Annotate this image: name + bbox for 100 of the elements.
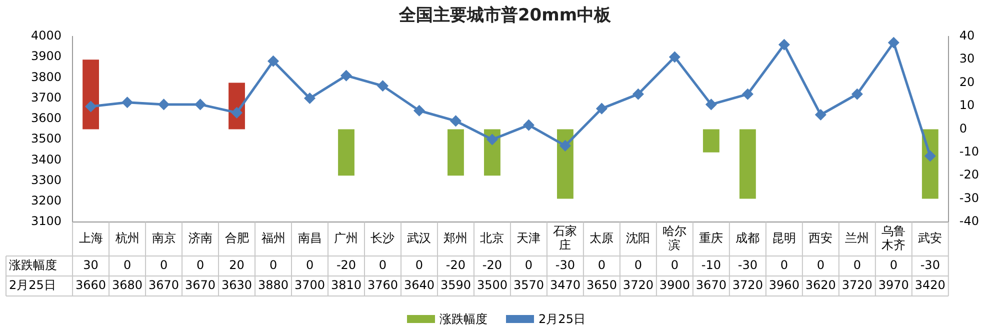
point <box>232 107 242 118</box>
x-tick-label: 杭州 <box>114 231 140 246</box>
y2-tick-label: 40 <box>959 28 975 43</box>
x-tick-label: 济南 <box>188 231 212 246</box>
bar <box>338 129 354 176</box>
data-label: 0 <box>780 258 788 272</box>
x-tick-label: 武安 <box>918 231 942 246</box>
point <box>158 99 170 110</box>
y-tick-label: 3200 <box>30 194 62 208</box>
data-label: -20 <box>446 258 466 272</box>
data-label: 3810 <box>330 278 362 292</box>
x-tick-label: 哈尔滨 <box>662 224 687 252</box>
x-tick-label: 武汉 <box>407 231 432 246</box>
y-tick-label: 3500 <box>30 132 62 146</box>
data-label: 3880 <box>258 278 289 292</box>
y2-tick-label: -10 <box>959 144 980 159</box>
point <box>632 88 644 100</box>
x-tick-label: 南京 <box>152 231 176 246</box>
data-label: 3720 <box>842 278 872 292</box>
data-label: 0 <box>306 258 314 272</box>
data-label: 20 <box>229 258 244 272</box>
data-label: 3700 <box>294 278 326 292</box>
data-label: -30 <box>555 258 576 272</box>
bar <box>448 129 464 176</box>
data-label: 3620 <box>805 278 836 292</box>
y-tick-label: 3900 <box>30 49 62 64</box>
legend-label: 涨跌幅度 <box>440 310 488 328</box>
data-label: -30 <box>738 258 758 272</box>
data-label: 3650 <box>586 278 617 292</box>
point <box>523 120 534 130</box>
data-label: 3420 <box>914 278 946 292</box>
x-tick-label: 福州 <box>261 231 286 246</box>
point <box>888 37 899 48</box>
data-label: 0 <box>415 258 424 272</box>
data-label: 0 <box>378 258 387 272</box>
x-tick-label: 合肥 <box>224 231 249 246</box>
data-label: -10 <box>701 258 721 272</box>
y2-tick-label: -20 <box>959 168 980 182</box>
point <box>560 140 570 151</box>
y-tick-label: 3300 <box>30 172 62 187</box>
data-label: 3960 <box>768 278 800 292</box>
data-label: 0 <box>890 258 898 272</box>
point <box>852 88 862 100</box>
bar <box>702 129 720 152</box>
x-tick-label: 广州 <box>334 231 358 246</box>
data-label: 0 <box>670 258 679 272</box>
x-tick-label: 兰州 <box>845 231 870 246</box>
x-tick-label: 重庆 <box>699 231 724 246</box>
bar <box>82 60 99 130</box>
data-label: 0 <box>160 258 168 272</box>
data-label: 0 <box>123 258 132 272</box>
text: 2月25日 <box>9 278 56 292</box>
data-label: 3670 <box>696 278 726 292</box>
point <box>122 97 133 108</box>
data-label: 3720 <box>732 278 763 292</box>
data-label: 3760 <box>367 278 398 292</box>
x-tick-label: 天津 <box>516 231 541 246</box>
y-tick-label: 3400 <box>30 152 62 166</box>
point <box>815 110 826 120</box>
point <box>596 103 607 114</box>
point <box>268 56 279 66</box>
data-label: -30 <box>920 258 940 272</box>
data-label: 0 <box>598 258 606 272</box>
x-tick-label: 沈阳 <box>626 231 650 246</box>
point <box>414 105 424 116</box>
y2-tick-label: -40 <box>959 214 980 228</box>
bar <box>739 129 756 199</box>
y2-tick-label: -30 <box>959 190 980 205</box>
data-label: 0 <box>634 258 642 272</box>
x-tick-label: 成都 <box>736 231 760 246</box>
text: 涨跌幅度 <box>9 258 57 272</box>
x-tick-label: 石家庄 <box>553 224 578 252</box>
data-label: 3680 <box>112 278 143 292</box>
data-label: 3670 <box>148 278 180 292</box>
point <box>340 70 352 81</box>
y2-tick-label: 0 <box>959 121 968 136</box>
chart-title: 全国主要城市普20mm中板 <box>398 4 612 26</box>
x-tick-label: 长沙 <box>370 231 395 246</box>
data-label: 3670 <box>184 278 216 292</box>
y-tick-label: 3800 <box>30 70 62 84</box>
point <box>924 150 936 162</box>
x-tick-label: 太原 <box>590 231 614 246</box>
data-label: 3470 <box>550 278 580 292</box>
data-label: 0 <box>269 258 278 272</box>
x-tick-label: 西安 <box>808 231 833 246</box>
point <box>486 134 498 145</box>
x-tick-label: 乌鲁木齐 <box>882 224 906 252</box>
point <box>195 99 206 110</box>
point <box>86 101 96 112</box>
data-label: 0 <box>853 258 861 272</box>
data-label: 0 <box>816 258 824 272</box>
point <box>778 39 790 50</box>
data-label: 30 <box>83 258 98 272</box>
point <box>377 80 388 92</box>
data-label: -20 <box>482 258 502 272</box>
data-label: 0 <box>524 258 533 272</box>
x-tick-label: 郑州 <box>444 231 468 246</box>
x-tick-label: 北京 <box>480 231 504 246</box>
y-tick-label: 4000 <box>30 28 62 43</box>
y2-tick-label: 10 <box>959 98 975 112</box>
